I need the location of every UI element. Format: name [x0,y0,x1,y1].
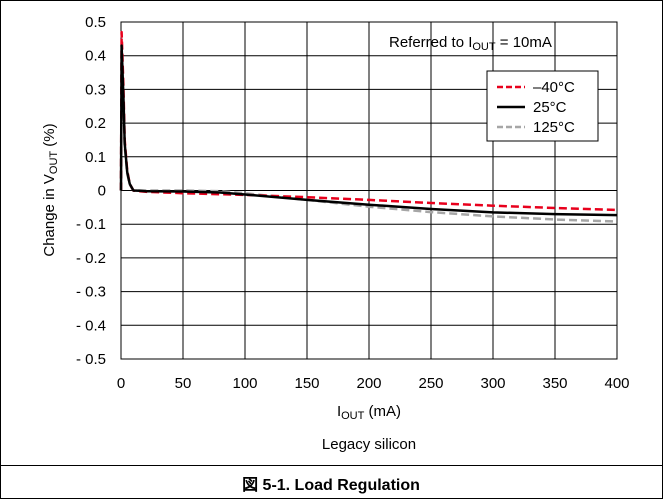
x-tick-label: 250 [418,375,443,392]
x-axis-label: IOUT (mA) [337,403,401,422]
y-tick-label: - 0.1 [76,216,106,233]
y-tick-label: 0.4 [85,48,106,65]
x-tick-labels: 0 50 100 150 200 250 300 350 400 [117,375,630,392]
x-tick-label: 150 [294,375,319,392]
x-tick-label: 300 [480,375,505,392]
y-tick-label: 0.2 [85,115,106,132]
x-tick-label: 0 [117,375,125,392]
y-tick-label: 0.1 [85,149,106,166]
x-axis-label-subscript: OUT [341,410,365,422]
reference-annotation-value: = 10mA [496,34,552,51]
y-tick-label: - 0.2 [76,250,106,267]
legend-label-2: 125°C [533,119,575,136]
legend: –40°C 25°C 125°C [486,70,599,142]
y-axis-label: Change in VOUT (%) [41,123,60,256]
y-axis-label-subscript: OUT [48,151,60,175]
reference-annotation-subscript: OUT [472,41,496,53]
chart-subtitle: Legacy silicon [322,436,416,453]
y-tick-label: - 0.4 [76,317,106,334]
y-tick-label: 0.5 [85,14,106,31]
legend-label-0: –40°C [533,79,575,96]
series-line-1 [119,44,618,217]
x-tick-label: 400 [604,375,629,392]
y-tick-label: - 0.5 [76,351,106,368]
y-axis-label-unit: (%) [41,123,58,151]
reference-annotation: Referred to IOUT = 10mA [389,34,552,53]
x-tick-label: 100 [232,375,257,392]
y-tick-label: - 0.3 [76,284,106,301]
y-tick-label: 0 [98,183,106,200]
y-tick-label: 0.3 [85,81,106,98]
x-tick-label: 350 [542,375,567,392]
y-tick-labels: 0.5 0.4 0.3 0.2 0.1 0 - 0.1 - 0.2 - 0.3 - 0.4 - 0.… [76,14,106,368]
x-axis-label-unit: (mA) [364,403,401,420]
figure-caption: 図 5-1. Load Regulation [242,476,420,494]
x-tick-label: 50 [175,375,192,392]
x-tick-label: 200 [356,375,381,392]
legend-label-1: 25°C [533,99,567,116]
series-group [119,30,618,223]
